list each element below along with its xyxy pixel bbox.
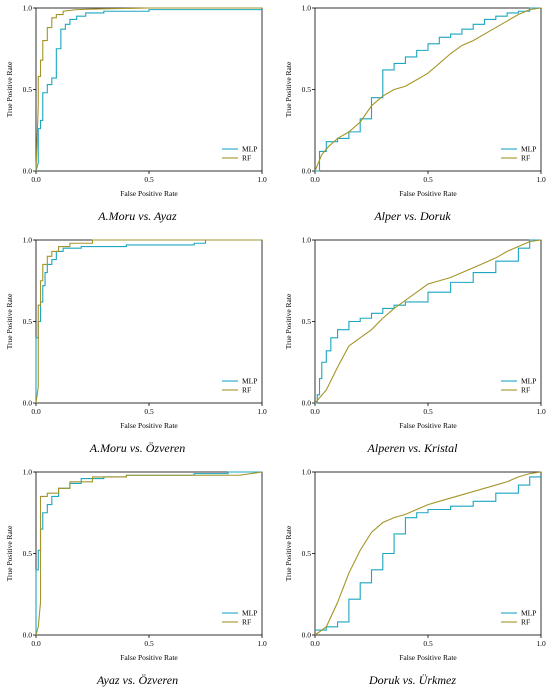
y-axis-label: True Positive Rate bbox=[5, 293, 14, 349]
x-tick-label: 0.0 bbox=[31, 407, 41, 416]
y-tick-label: 0.0 bbox=[23, 631, 33, 640]
x-tick-label: 0.0 bbox=[31, 639, 41, 648]
y-tick-label: 0.5 bbox=[302, 317, 312, 326]
y-axis-label: True Positive Rate bbox=[284, 525, 293, 581]
legend-label: MLP bbox=[242, 145, 257, 154]
series-line-rf bbox=[35, 239, 262, 404]
legend-label: MLP bbox=[521, 377, 536, 386]
series-line-mlp bbox=[35, 9, 262, 172]
y-axis-label: True Positive Rate bbox=[284, 61, 293, 117]
y-tick-label: 1.0 bbox=[302, 4, 312, 13]
x-tick-label: 1.0 bbox=[536, 639, 546, 648]
x-axis-label: False Positive Rate bbox=[120, 653, 178, 662]
series-line-rf bbox=[35, 7, 262, 172]
y-tick-label: 1.0 bbox=[302, 236, 312, 245]
chart-caption: Alper vs. Doruk bbox=[374, 209, 451, 223]
x-tick-label: 1.0 bbox=[536, 175, 546, 184]
x-axis-label: False Positive Rate bbox=[120, 189, 178, 198]
y-tick-label: 1.0 bbox=[302, 468, 312, 477]
roc-chart: 0.0 0.5 1.0 0.0 0.5 1.0 False Positive Rate Tru… bbox=[5, 4, 267, 199]
y-tick-label: 1.0 bbox=[23, 468, 33, 477]
y-tick-label: 0.0 bbox=[23, 399, 33, 408]
x-tick-label: 1.0 bbox=[536, 407, 546, 416]
y-tick-label: 0.5 bbox=[23, 549, 33, 558]
roc-panel: 0.0 0.5 1.0 0.0 0.5 1.0 False Positive Rate Tru… bbox=[275, 232, 550, 463]
x-axis-label: False Positive Rate bbox=[120, 421, 178, 430]
x-tick-label: 0.5 bbox=[144, 639, 154, 648]
series-line-rf bbox=[314, 471, 542, 636]
y-tick-label: 1.0 bbox=[23, 4, 33, 13]
y-tick-label: 0.0 bbox=[302, 399, 312, 408]
y-axis-label: True Positive Rate bbox=[5, 61, 14, 117]
roc-chart: 0.0 0.5 1.0 0.0 0.5 1.0 False Positive Rate Tru… bbox=[284, 4, 546, 199]
chart-caption: A.Moru vs. Özveren bbox=[89, 441, 186, 455]
x-tick-label: 0.5 bbox=[423, 407, 433, 416]
roc-panel: 0.0 0.5 1.0 0.0 0.5 1.0 False Positive Rate Tru… bbox=[275, 464, 550, 695]
y-tick-label: 0.5 bbox=[23, 317, 33, 326]
legend-label: RF bbox=[521, 386, 530, 395]
x-tick-label: 0.5 bbox=[144, 175, 154, 184]
chart-caption: Ayaz vs. Özveren bbox=[96, 673, 179, 687]
y-tick-label: 0.5 bbox=[23, 85, 33, 94]
plot-frame bbox=[35, 7, 263, 172]
roc-chart: 0.0 0.5 1.0 0.0 0.5 1.0 False Positive Rate Tru… bbox=[5, 236, 267, 431]
x-tick-label: 0.5 bbox=[423, 175, 433, 184]
x-tick-label: 0.0 bbox=[31, 175, 41, 184]
chart-caption: Doruk vs. Ürkmez bbox=[369, 673, 456, 687]
plot-frame bbox=[35, 239, 263, 404]
legend-label: RF bbox=[242, 618, 251, 627]
legend-label: MLP bbox=[242, 377, 257, 386]
x-tick-label: 1.0 bbox=[257, 407, 267, 416]
series-line-mlp bbox=[315, 476, 541, 631]
series-line-rf bbox=[35, 471, 263, 636]
x-tick-label: 0.0 bbox=[310, 175, 320, 184]
chart-caption: Alperen vs. Kristal bbox=[367, 441, 458, 455]
x-axis-label: False Positive Rate bbox=[399, 421, 457, 430]
legend-label: MLP bbox=[242, 609, 257, 618]
roc-panel: 0.0 0.5 1.0 0.0 0.5 1.0 False Positive Rate Tru… bbox=[0, 232, 275, 463]
roc-panel: 0.0 0.5 1.0 0.0 0.5 1.0 False Positive Rate Tru… bbox=[275, 0, 550, 231]
x-axis-label: False Positive Rate bbox=[399, 653, 457, 662]
roc-chart: 0.0 0.5 1.0 0.0 0.5 1.0 False Positive Rate Tru… bbox=[284, 236, 546, 431]
plot-frame bbox=[314, 7, 542, 172]
x-tick-label: 1.0 bbox=[257, 639, 267, 648]
roc-chart: 0.0 0.5 1.0 0.0 0.5 1.0 False Positive Rate Tru… bbox=[5, 468, 267, 663]
legend-label: RF bbox=[242, 154, 251, 163]
x-axis-label: False Positive Rate bbox=[399, 189, 457, 198]
y-tick-label: 1.0 bbox=[23, 236, 33, 245]
y-tick-label: 0.0 bbox=[302, 167, 312, 176]
roc-panel: 0.0 0.5 1.0 0.0 0.5 1.0 False Positive Rate Tru… bbox=[0, 464, 275, 695]
series-line-rf bbox=[314, 239, 542, 404]
x-tick-label: 0.0 bbox=[310, 639, 320, 648]
series-line-mlp bbox=[35, 239, 262, 403]
plot-frame bbox=[35, 471, 263, 636]
x-tick-label: 1.0 bbox=[257, 175, 267, 184]
roc-panel: 0.0 0.5 1.0 0.0 0.5 1.0 False Positive Rate Tru… bbox=[0, 0, 275, 231]
legend-label: RF bbox=[521, 618, 530, 627]
legend-label: MLP bbox=[521, 145, 536, 154]
series-line-mlp bbox=[315, 7, 541, 172]
x-tick-label: 0.5 bbox=[423, 639, 433, 648]
series-line-rf bbox=[314, 7, 542, 172]
y-tick-label: 0.0 bbox=[302, 631, 312, 640]
legend-label: RF bbox=[521, 154, 530, 163]
y-tick-label: 0.5 bbox=[302, 85, 312, 94]
series-line-mlp bbox=[35, 471, 262, 635]
y-tick-label: 0.5 bbox=[302, 549, 312, 558]
x-tick-label: 0.5 bbox=[144, 407, 154, 416]
y-axis-label: True Positive Rate bbox=[5, 525, 14, 581]
legend-label: RF bbox=[242, 386, 251, 395]
x-tick-label: 0.0 bbox=[310, 407, 320, 416]
y-axis-label: True Positive Rate bbox=[284, 293, 293, 349]
y-tick-label: 0.0 bbox=[23, 167, 33, 176]
series-line-mlp bbox=[315, 239, 541, 404]
chart-caption: A.Moru vs. Ayaz bbox=[98, 209, 177, 223]
legend-label: MLP bbox=[521, 609, 536, 618]
roc-chart: 0.0 0.5 1.0 0.0 0.5 1.0 False Positive Rate Tru… bbox=[284, 468, 546, 663]
